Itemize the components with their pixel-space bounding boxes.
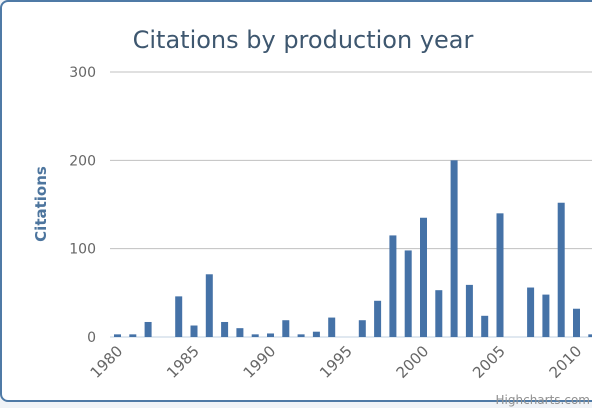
bar-1998	[389, 235, 397, 337]
x-tick-label: 2005	[469, 342, 509, 382]
bar-2002	[450, 160, 458, 337]
bar-1982	[144, 321, 152, 337]
bar-2001	[435, 290, 443, 337]
chart-title: Citations by production year	[133, 26, 474, 54]
bar-2000	[420, 217, 427, 337]
x-tick-label: 1980	[87, 342, 127, 382]
bar-1990	[267, 333, 274, 337]
bar-2004	[481, 315, 489, 337]
bar-2009	[557, 202, 565, 337]
x-tick-label: 1990	[240, 342, 280, 382]
bar-2011	[588, 334, 592, 337]
bar-1999	[404, 250, 412, 337]
bar-2008	[542, 294, 550, 337]
x-tick-labels: 1980 1985 1990 1995 2000 2005 2010	[87, 342, 586, 382]
x-tick-label: 2000	[393, 342, 433, 382]
bar-1984	[175, 296, 183, 337]
bar-1992	[297, 334, 305, 337]
x-tick-label: 2010	[546, 342, 586, 382]
bar-1986	[205, 274, 213, 337]
y-tick-labels: 0 100 200 300	[69, 65, 96, 346]
bar-1981	[129, 334, 137, 337]
grid-lines	[110, 71, 592, 338]
bar-2007	[527, 287, 535, 337]
y-tick-label: 100	[69, 242, 96, 258]
bar-1993	[312, 331, 320, 337]
bar-2010	[573, 308, 580, 337]
y-tick-label: 200	[69, 153, 96, 169]
bar-1980	[114, 334, 121, 337]
credits-link[interactable]: Highcharts.com	[496, 393, 590, 407]
bar-2003	[465, 284, 473, 337]
bar-2005	[496, 213, 504, 337]
bar-1996	[358, 320, 366, 337]
bar-1987	[221, 321, 229, 337]
x-tick-label: 1995	[316, 342, 356, 382]
y-tick-label: 300	[69, 65, 96, 81]
bar-1985	[190, 325, 198, 337]
bar-1989	[251, 334, 259, 337]
bar-1991	[282, 320, 290, 337]
x-tick-label: 1985	[163, 342, 203, 382]
y-axis-label: Citations	[32, 166, 50, 242]
y-tick-label: 0	[87, 330, 96, 346]
bars	[114, 160, 592, 337]
bar-1988	[236, 328, 244, 337]
bar-1997	[374, 300, 382, 337]
bar-1994	[328, 317, 336, 337]
